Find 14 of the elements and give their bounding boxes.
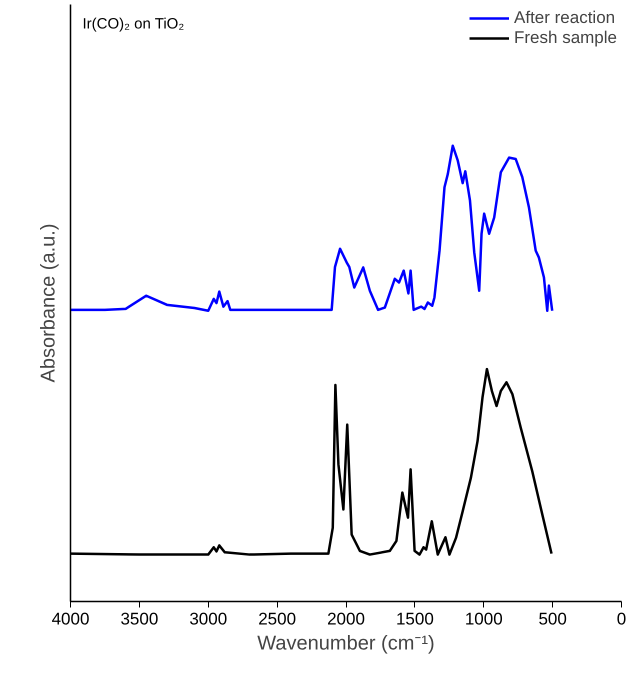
legend-label: Fresh sample xyxy=(514,28,617,48)
text: Ir(CO)₂ on TiO₂ xyxy=(82,16,184,32)
x-tick-label: 1000 xyxy=(464,610,503,628)
x-tick-label: 4000 xyxy=(52,610,90,628)
y-axis-title: Absorbance (a.u.) xyxy=(38,224,60,382)
x-tick-label: 500 xyxy=(538,610,567,628)
x-tick-label: 3000 xyxy=(189,610,228,628)
legend-label: After reaction xyxy=(514,8,616,28)
x-tick-label: 0 xyxy=(616,610,626,628)
x-tick-label: 2000 xyxy=(327,610,365,628)
x-axis-title: Wavenumber (cm⁻¹) xyxy=(257,632,435,654)
x-tick-label: 3500 xyxy=(120,610,158,628)
x-tick-label: 2500 xyxy=(258,610,296,628)
x-tick-label: 1500 xyxy=(396,610,434,628)
